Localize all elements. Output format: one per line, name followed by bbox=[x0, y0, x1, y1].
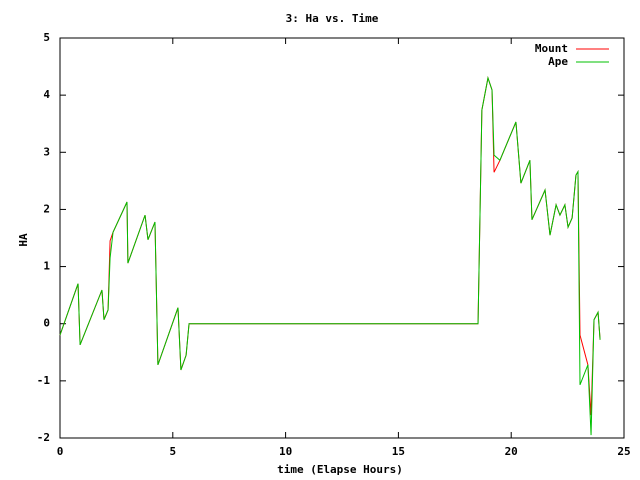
y-tick-label: 4 bbox=[43, 88, 50, 101]
y-tick-label: -2 bbox=[37, 431, 50, 444]
y-tick-label: 2 bbox=[43, 202, 50, 215]
y-tick-label: 0 bbox=[43, 317, 50, 330]
x-tick-label: 20 bbox=[505, 445, 518, 458]
chart-title: 3: Ha vs. Time bbox=[286, 12, 379, 25]
y-tick-label: 1 bbox=[43, 260, 50, 273]
x-tick-label: 0 bbox=[57, 445, 64, 458]
x-tick-label: 5 bbox=[169, 445, 176, 458]
plot-border bbox=[59, 37, 625, 439]
x-axis-label: time (Elapse Hours) bbox=[277, 463, 403, 476]
y-tick-label: -1 bbox=[37, 374, 51, 387]
y-tick-label: 5 bbox=[43, 31, 50, 44]
series-line bbox=[59, 76, 601, 436]
y-axis-label: HA bbox=[17, 233, 30, 247]
legend-label: Mount bbox=[535, 42, 568, 55]
legend-label: Ape bbox=[548, 55, 568, 68]
x-tick-label: 10 bbox=[279, 445, 292, 458]
x-tick-label: 25 bbox=[617, 445, 630, 458]
series-line bbox=[59, 76, 601, 416]
x-tick-label: 15 bbox=[392, 445, 405, 458]
y-tick-label: 3 bbox=[43, 145, 50, 158]
